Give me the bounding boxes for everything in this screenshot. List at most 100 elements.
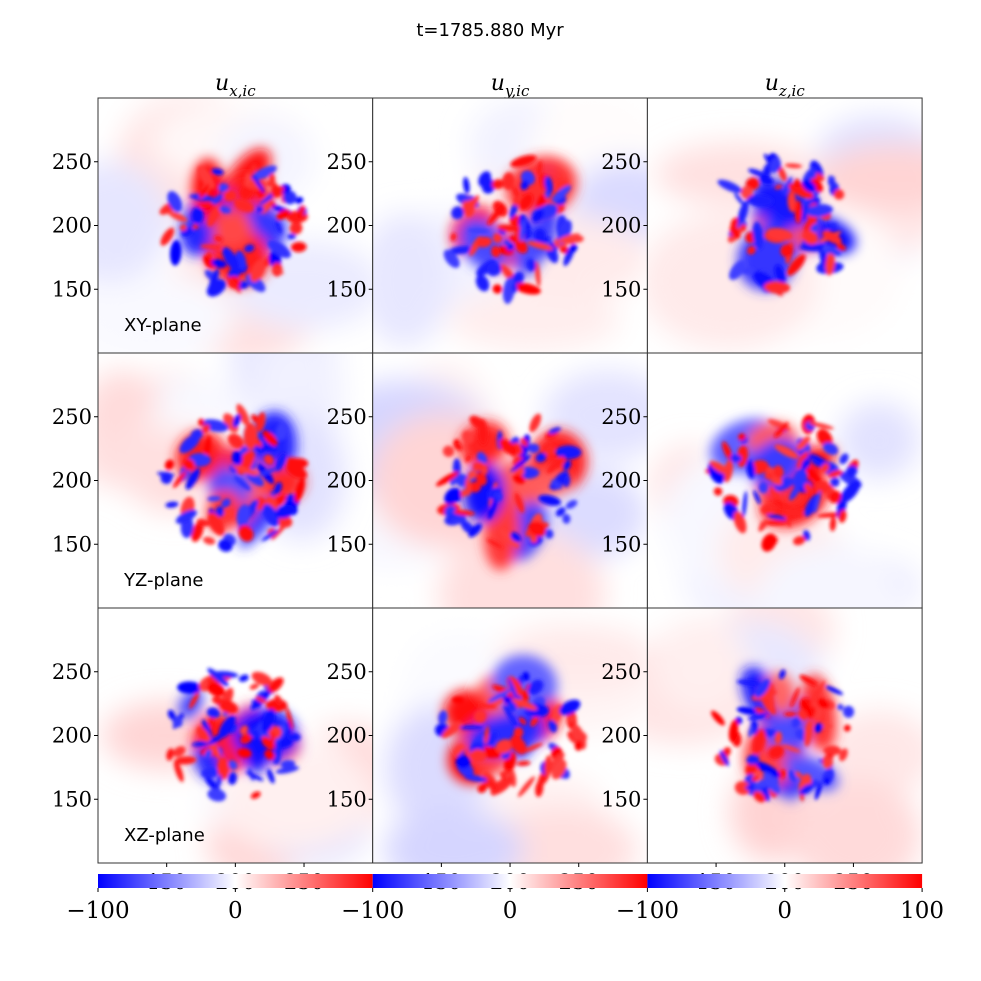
filament: [822, 756, 834, 769]
filament: [191, 207, 204, 224]
filament: [827, 179, 840, 191]
filament: [222, 247, 239, 271]
filament: [790, 687, 800, 708]
filament: [814, 490, 821, 514]
filament: [225, 275, 242, 293]
filament: [280, 759, 296, 769]
filament: [211, 168, 224, 176]
filament: [722, 441, 733, 461]
plane-label-0: XY-plane: [124, 315, 202, 336]
filament: [563, 460, 572, 471]
panel-0-1: [372, 97, 648, 354]
filament: [748, 168, 766, 177]
filament: [780, 244, 794, 258]
filament: [522, 671, 530, 682]
filament: [232, 464, 258, 476]
filament: [455, 473, 469, 487]
panel-1-0: [97, 352, 374, 609]
filament: [491, 245, 501, 258]
filament: [810, 680, 826, 705]
filament: [294, 478, 305, 503]
filament: [802, 229, 818, 245]
filament: [530, 534, 538, 544]
filament: [786, 254, 806, 276]
column-title-base: u: [491, 71, 505, 96]
filament: [487, 538, 503, 549]
filament: [734, 780, 751, 795]
filament: [816, 428, 833, 447]
filament: [510, 532, 521, 543]
filament: [516, 760, 531, 766]
filament: [250, 791, 261, 799]
filament: [759, 175, 774, 186]
filament: [240, 732, 253, 744]
filament: [512, 186, 520, 198]
filament: [548, 427, 561, 435]
filament: [793, 179, 801, 188]
filament: [252, 174, 266, 194]
filament: [285, 707, 294, 730]
filament: [519, 218, 526, 242]
filament: [559, 245, 570, 254]
field-filaments: [711, 669, 855, 803]
filament: [202, 536, 216, 545]
filament: [544, 755, 552, 777]
filament: [453, 744, 464, 757]
filament: [514, 492, 525, 513]
filament: [473, 709, 487, 723]
filament: [441, 721, 462, 739]
filament: [207, 667, 229, 687]
filament: [746, 459, 756, 479]
filament: [804, 720, 813, 747]
filament: [276, 515, 293, 528]
halo-blob: [384, 808, 524, 863]
filament: [797, 709, 809, 720]
filament: [295, 196, 304, 204]
filament: [562, 513, 571, 524]
field-filaments: [705, 414, 862, 552]
filament: [795, 771, 803, 779]
filament: [262, 430, 278, 447]
filament: [223, 413, 239, 433]
filament: [244, 172, 251, 185]
filament: [513, 195, 520, 207]
filament: [261, 736, 276, 750]
filament: [465, 454, 472, 462]
filament: [499, 438, 518, 456]
filament: [506, 702, 517, 713]
y-tick-label: 200: [601, 724, 641, 748]
filament: [451, 206, 464, 220]
filament: [232, 450, 243, 466]
filament: [232, 414, 241, 428]
halo-blob: [448, 287, 621, 352]
filament: [574, 740, 583, 751]
filament: [443, 249, 460, 268]
filament: [488, 497, 497, 520]
filament: [201, 719, 213, 739]
filament: [499, 528, 519, 548]
filament: [211, 259, 227, 268]
filament: [528, 443, 540, 454]
filament: [179, 224, 187, 231]
filament: [752, 221, 764, 250]
filament: [521, 689, 530, 703]
filament: [837, 704, 844, 711]
column-title-subscript: z,ic: [778, 82, 805, 100]
filament: [215, 506, 224, 517]
filament: [492, 233, 502, 243]
filament: [774, 731, 783, 745]
figure-title: t=1785.880 Myr: [416, 20, 564, 41]
y-tick-label: 250: [52, 150, 92, 174]
filament: [476, 236, 492, 248]
filament: [709, 460, 730, 475]
filament: [511, 698, 538, 711]
filament: [239, 186, 253, 200]
filament: [275, 423, 288, 441]
filament: [782, 176, 793, 196]
filament: [823, 777, 831, 785]
filament: [792, 469, 807, 489]
panel-2-2: [646, 607, 923, 864]
filament: [174, 756, 197, 765]
filament: [275, 766, 300, 774]
column-title-0: ux,ic: [215, 71, 256, 100]
